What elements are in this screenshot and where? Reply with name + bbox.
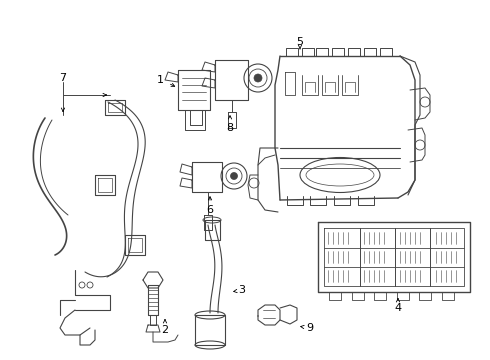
Text: 8: 8 xyxy=(226,123,234,133)
Ellipse shape xyxy=(203,217,221,223)
Text: 9: 9 xyxy=(306,323,314,333)
Circle shape xyxy=(244,64,272,92)
Circle shape xyxy=(420,97,430,107)
Text: 2: 2 xyxy=(161,325,169,335)
Text: 5: 5 xyxy=(296,37,303,47)
Circle shape xyxy=(249,69,267,87)
Circle shape xyxy=(249,178,259,188)
Text: 3: 3 xyxy=(239,285,245,295)
Ellipse shape xyxy=(195,311,225,319)
Circle shape xyxy=(254,74,262,82)
Ellipse shape xyxy=(195,341,225,349)
Circle shape xyxy=(87,282,93,288)
Text: 1: 1 xyxy=(156,75,164,85)
Text: 6: 6 xyxy=(206,205,214,215)
Circle shape xyxy=(230,172,238,180)
Text: 4: 4 xyxy=(394,303,402,313)
Circle shape xyxy=(226,168,242,184)
Circle shape xyxy=(79,282,85,288)
Text: 7: 7 xyxy=(59,73,67,83)
Circle shape xyxy=(221,163,247,189)
Circle shape xyxy=(415,140,425,150)
